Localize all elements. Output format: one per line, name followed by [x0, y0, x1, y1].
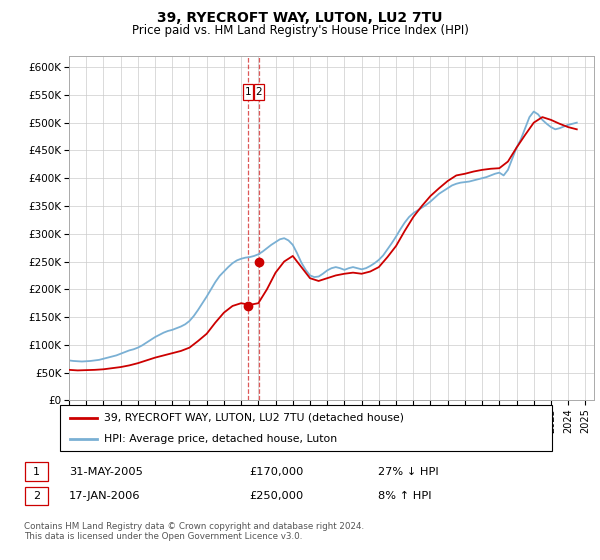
Text: 2: 2 — [33, 491, 40, 501]
Text: 27% ↓ HPI: 27% ↓ HPI — [378, 466, 439, 477]
Text: 17-JAN-2006: 17-JAN-2006 — [69, 491, 140, 501]
Text: £170,000: £170,000 — [249, 466, 304, 477]
Text: Price paid vs. HM Land Registry's House Price Index (HPI): Price paid vs. HM Land Registry's House … — [131, 24, 469, 36]
Text: 2: 2 — [256, 87, 262, 97]
FancyBboxPatch shape — [254, 85, 264, 100]
Text: £250,000: £250,000 — [249, 491, 303, 501]
Text: 1: 1 — [33, 466, 40, 477]
Text: Contains HM Land Registry data © Crown copyright and database right 2024.
This d: Contains HM Land Registry data © Crown c… — [24, 522, 364, 542]
Text: 1: 1 — [245, 87, 251, 97]
Text: 39, RYECROFT WAY, LUTON, LU2 7TU: 39, RYECROFT WAY, LUTON, LU2 7TU — [157, 11, 443, 25]
Text: 39, RYECROFT WAY, LUTON, LU2 7TU (detached house): 39, RYECROFT WAY, LUTON, LU2 7TU (detach… — [104, 413, 404, 423]
Text: HPI: Average price, detached house, Luton: HPI: Average price, detached house, Luto… — [104, 435, 337, 444]
FancyBboxPatch shape — [244, 85, 253, 100]
Text: 31-MAY-2005: 31-MAY-2005 — [69, 466, 143, 477]
Text: 8% ↑ HPI: 8% ↑ HPI — [378, 491, 431, 501]
